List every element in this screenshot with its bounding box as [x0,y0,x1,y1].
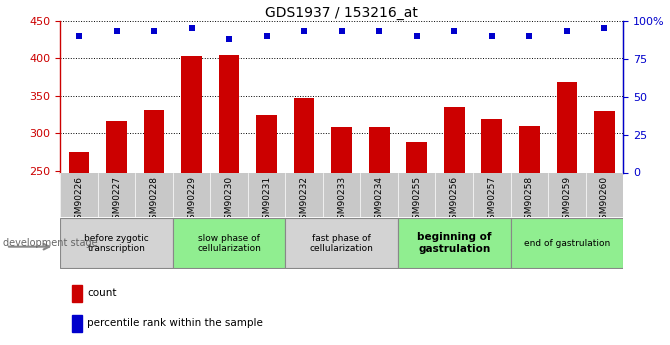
Bar [173,218,285,268]
Point [486,33,497,39]
Point [599,26,610,31]
Text: GSM90233: GSM90233 [337,176,346,225]
Point [336,29,347,34]
Point [111,29,122,34]
Bar [594,111,614,172]
Bar [60,218,173,268]
Point [224,36,234,42]
Text: GSM90234: GSM90234 [375,176,384,225]
Bar [144,110,164,172]
Text: GSM90256: GSM90256 [450,176,459,225]
Text: GSM90260: GSM90260 [600,176,609,225]
Text: slow phase of
cellularization: slow phase of cellularization [197,234,261,253]
Text: GSM90226: GSM90226 [74,176,84,225]
Text: GSM90232: GSM90232 [299,176,309,225]
Point [149,29,159,34]
Text: GSM90257: GSM90257 [487,176,496,225]
Text: GSM90258: GSM90258 [525,176,534,225]
Point [186,26,197,31]
Bar [182,56,202,172]
Bar [511,218,623,268]
Text: GSM90230: GSM90230 [224,176,234,225]
Bar [72,285,82,302]
Bar [257,115,277,172]
Bar [444,107,464,172]
Point [374,29,385,34]
Point [74,33,84,39]
Bar [72,315,82,332]
Bar [519,126,539,172]
Text: percentile rank within the sample: percentile rank within the sample [87,318,263,328]
Text: beginning of
gastrulation: beginning of gastrulation [417,233,492,254]
Point [299,29,310,34]
Point [411,33,422,39]
Point [561,29,572,34]
Bar [294,98,314,172]
Text: GSM90255: GSM90255 [412,176,421,225]
Title: GDS1937 / 153216_at: GDS1937 / 153216_at [265,6,418,20]
Text: GSM90229: GSM90229 [187,176,196,225]
Point [524,33,535,39]
Text: GSM90227: GSM90227 [112,176,121,225]
Point [261,33,272,39]
Text: before zygotic
transcription: before zygotic transcription [84,234,149,253]
Text: fast phase of
cellularization: fast phase of cellularization [310,234,374,253]
Bar [285,218,398,268]
Bar [398,218,511,268]
Text: GSM90259: GSM90259 [562,176,572,225]
Text: development stage: development stage [3,238,98,248]
Bar [407,142,427,172]
Point [449,29,460,34]
Text: GSM90231: GSM90231 [262,176,271,225]
Bar [107,121,127,172]
Bar [332,127,352,172]
Bar [69,152,89,172]
Bar [369,127,389,172]
Text: GSM90228: GSM90228 [149,176,159,225]
Bar [557,82,577,172]
Bar [482,119,502,172]
Text: count: count [87,288,117,298]
Bar [219,55,239,172]
Text: end of gastrulation: end of gastrulation [524,239,610,248]
